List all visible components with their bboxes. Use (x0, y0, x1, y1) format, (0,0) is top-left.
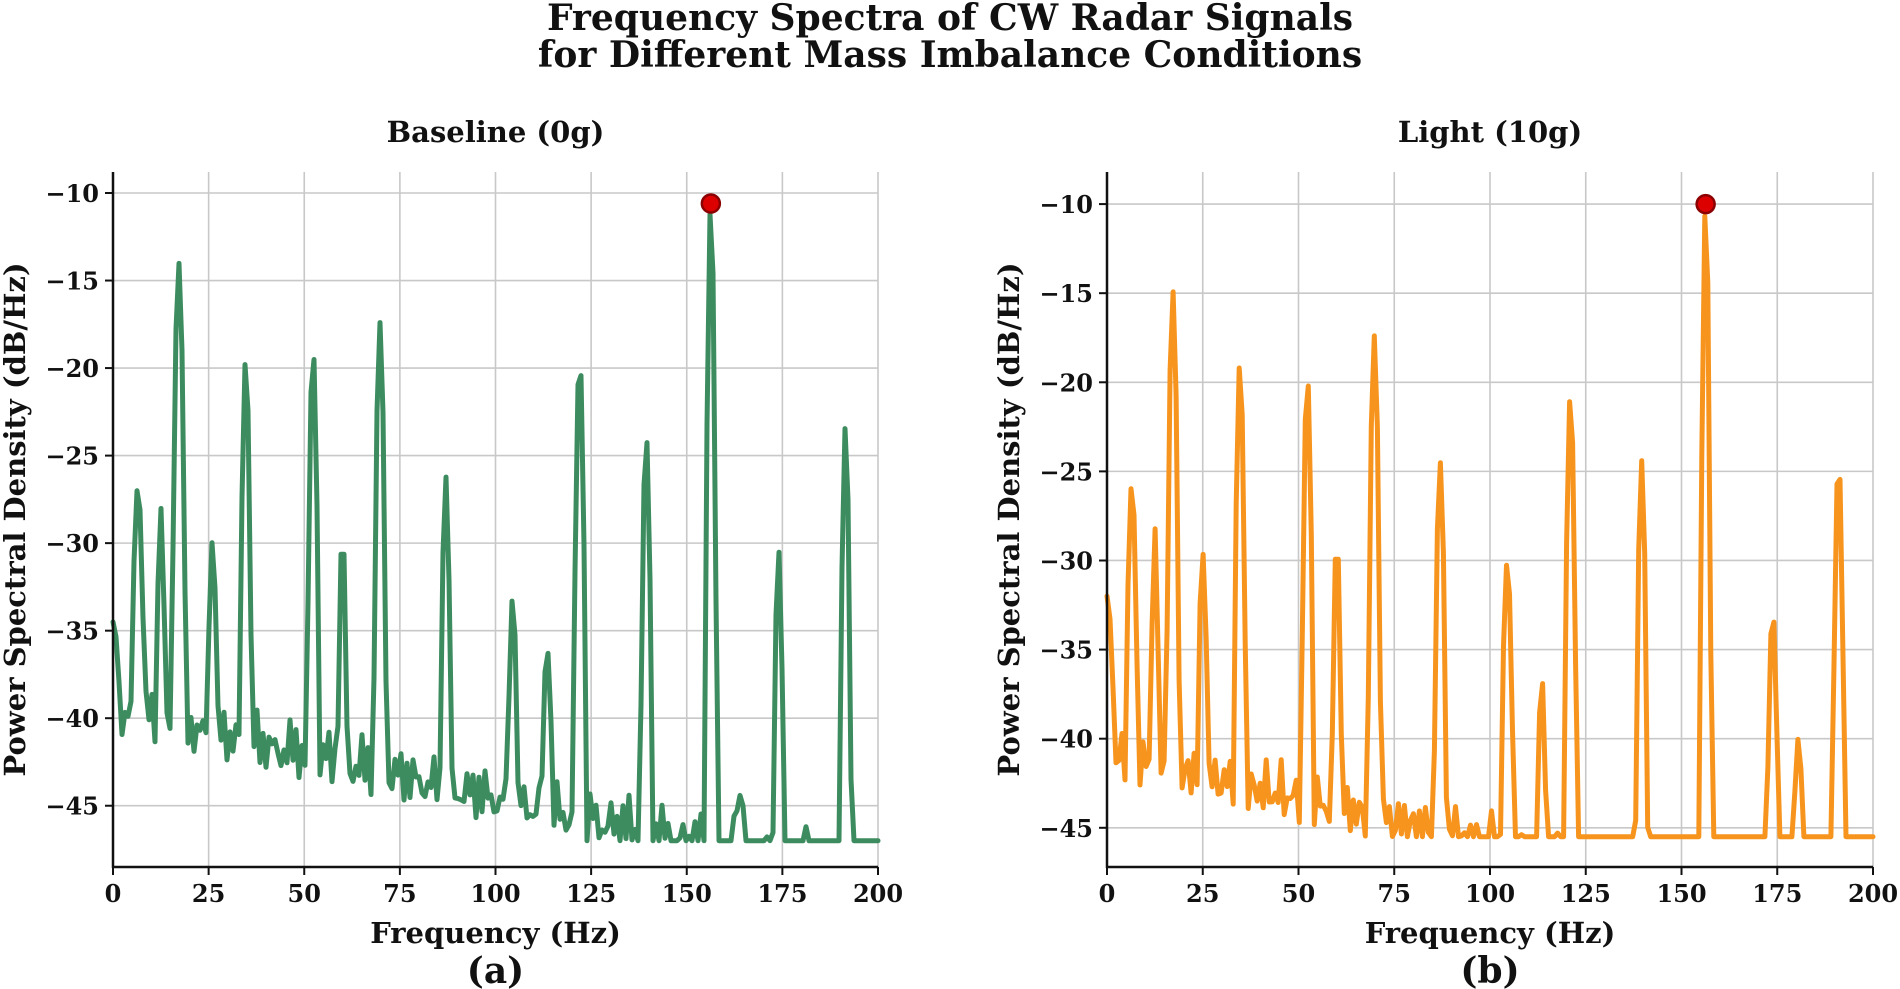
y-tick-label: −25 (1039, 457, 1093, 486)
panel-light: 0 25 50 75 100 125 150 175 200 −10 −15 −20 −25 −30 −35… (992, 115, 1898, 989)
peak-marker (700, 193, 722, 214)
x-tick-label: 150 (1656, 879, 1706, 908)
x-tick-label: 200 (1848, 879, 1898, 908)
panel-label: (a) (467, 950, 524, 989)
y-tick-label: −45 (45, 792, 99, 821)
x-tick-label: 50 (1282, 879, 1315, 908)
panel-title: Light (10g) (1398, 115, 1582, 149)
y-tick-label: −35 (45, 617, 99, 646)
y-tick-label: −15 (45, 267, 99, 296)
y-tick-label: −45 (1039, 814, 1093, 843)
x-tick-label: 150 (662, 879, 712, 908)
x-tick-label: 0 (1099, 879, 1116, 908)
x-tick-label: 100 (470, 879, 520, 908)
y-axis-label: Power Spectral Density (dB/Hz) (992, 262, 1026, 776)
y-tick-label: −10 (45, 179, 99, 208)
x-tick-label: 75 (383, 879, 416, 908)
y-tick-label: −35 (1039, 636, 1093, 665)
y-tick-label: −10 (1039, 190, 1093, 219)
peak-marker (1695, 193, 1716, 215)
y-tick-label: −25 (45, 442, 99, 471)
x-tick-label: 0 (105, 879, 122, 908)
figure-title-line1: Frequency Spectra of CW Radar Signals (546, 0, 1354, 39)
x-axis-label: Frequency (Hz) (370, 916, 621, 950)
y-tick-label: −40 (1039, 725, 1093, 754)
panel-title: Baseline (0g) (387, 115, 605, 149)
figure-title-line2: for Different Mass Imbalance Conditions (537, 34, 1363, 76)
x-tick-label: 175 (757, 879, 807, 908)
x-tick-label: 100 (1465, 879, 1515, 908)
panel-label: (b) (1460, 950, 1519, 989)
x-tick-label: 50 (288, 879, 321, 908)
x-axis-label: Frequency (Hz) (1365, 916, 1616, 950)
y-tick-label: −30 (45, 529, 99, 558)
y-axis-label: Power Spectral Density (dB/Hz) (0, 262, 32, 776)
x-tick-label: 200 (853, 879, 903, 908)
y-tick-label: −30 (1039, 546, 1093, 575)
x-tick-label: 25 (192, 879, 225, 908)
y-tick-label: −20 (1039, 368, 1093, 397)
x-tick-label: 175 (1752, 879, 1802, 908)
x-tick-label: 75 (1378, 879, 1411, 908)
y-tick-label: −20 (45, 354, 99, 383)
series-line-light (1104, 213, 1876, 840)
x-tick-label: 125 (566, 879, 616, 908)
x-tick-label: 25 (1186, 879, 1219, 908)
y-tick-label: −15 (1039, 279, 1093, 308)
series-line-baseline (110, 211, 881, 844)
y-tick-label: −40 (45, 704, 99, 733)
panel-baseline: 0 25 50 75 100 125 150 175 200 −10 −15 −20 −25 −30 −35… (0, 115, 903, 989)
x-tick-label: 125 (1561, 879, 1611, 908)
